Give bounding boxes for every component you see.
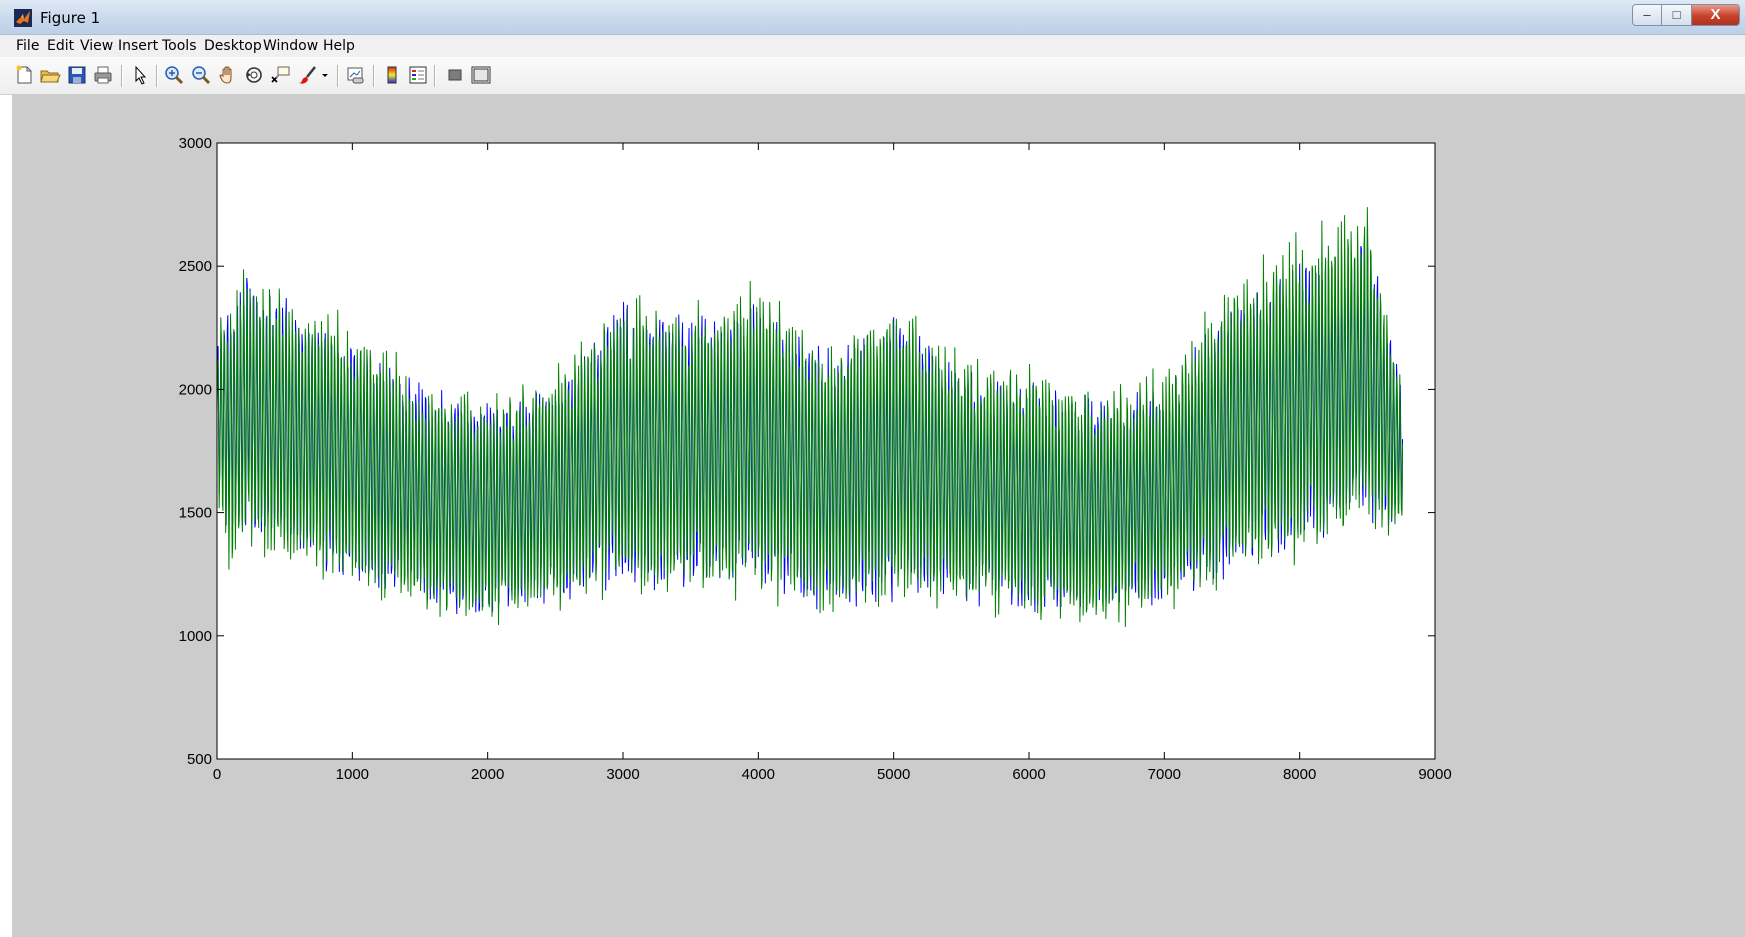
- show-plot-tools-icon[interactable]: [469, 63, 493, 87]
- pan-icon[interactable]: [216, 63, 240, 87]
- y-tick-label: 2500: [179, 258, 212, 275]
- y-tick-label: 3000: [179, 135, 212, 152]
- minimize-button[interactable]: –: [1632, 4, 1662, 26]
- toolbar-separator: [156, 65, 157, 87]
- y-tick-label: 1500: [179, 505, 212, 522]
- menu-edit[interactable]: Edit: [47, 38, 75, 54]
- menu-bar: File Edit View Insert Tools Desktop Wind…: [0, 35, 1745, 57]
- x-tick-label: 9000: [1418, 766, 1451, 783]
- x-tick-label: 1000: [336, 766, 369, 783]
- y-tick-label: 1000: [179, 628, 212, 645]
- x-tick-label: 3000: [606, 766, 639, 783]
- toolbar-separator: [121, 65, 122, 87]
- edit-plot-icon[interactable]: [128, 63, 152, 87]
- x-tick-label: 4000: [742, 766, 775, 783]
- new-figure-icon[interactable]: [12, 63, 36, 87]
- plot-lines: [216, 207, 1404, 627]
- x-tick-label: 6000: [1012, 766, 1045, 783]
- hide-plot-tools-icon[interactable]: [443, 63, 467, 87]
- colorbar-icon[interactable]: [380, 63, 404, 87]
- save-icon[interactable]: [65, 63, 89, 87]
- link-plot-icon[interactable]: [344, 63, 368, 87]
- print-icon[interactable]: [91, 63, 115, 87]
- open-file-icon[interactable]: [38, 63, 62, 87]
- x-tick-label: 7000: [1148, 766, 1181, 783]
- menu-insert[interactable]: Insert: [118, 38, 159, 54]
- menu-help[interactable]: Help: [323, 38, 355, 54]
- matlab-icon: [14, 9, 32, 27]
- data-cursor-icon[interactable]: [268, 63, 292, 87]
- menu-tools[interactable]: Tools: [162, 38, 197, 54]
- toolbar: [0, 57, 1745, 95]
- axes-box: [216, 142, 1436, 760]
- y-tick-label: 2000: [179, 381, 212, 398]
- figure-canvas[interactable]: 0 1000 2000 3000 4000 5000 6000 7000 8000 9000 500…: [12, 95, 1745, 937]
- x-tick-label: 0: [213, 766, 221, 783]
- x-tick-label: 8000: [1283, 766, 1316, 783]
- toolbar-separator: [373, 65, 374, 87]
- x-tick-label: 5000: [877, 766, 910, 783]
- chevron-down-icon[interactable]: [318, 63, 332, 87]
- x-tick-label: 2000: [471, 766, 504, 783]
- close-button[interactable]: X: [1692, 4, 1740, 26]
- axes-plot[interactable]: 0 1000 2000 3000 4000 5000 6000 7000 8000 9000 500…: [12, 95, 1745, 937]
- toolbar-separator: [434, 65, 435, 87]
- toolbar-separator: [337, 65, 338, 87]
- menu-window[interactable]: Window: [263, 38, 319, 54]
- series-line-2: [216, 207, 1404, 627]
- legend-icon[interactable]: [406, 63, 430, 87]
- title-bar[interactable]: Figure 1 – □ X: [0, 0, 1745, 35]
- window-title: Figure 1: [40, 9, 101, 27]
- menu-view[interactable]: View: [80, 38, 114, 54]
- y-tick-label: 500: [187, 751, 212, 768]
- zoom-in-icon[interactable]: [162, 63, 186, 87]
- rotate-3d-icon[interactable]: [242, 63, 266, 87]
- axis-ticks: 0 1000 2000 3000 4000 5000 6000 7000 8000 9000 500…: [179, 135, 1452, 783]
- brush-icon[interactable]: [296, 63, 320, 87]
- menu-file[interactable]: File: [16, 38, 40, 54]
- zoom-out-icon[interactable]: [189, 63, 213, 87]
- menu-desktop[interactable]: Desktop: [204, 38, 262, 54]
- maximize-button[interactable]: □: [1662, 4, 1692, 26]
